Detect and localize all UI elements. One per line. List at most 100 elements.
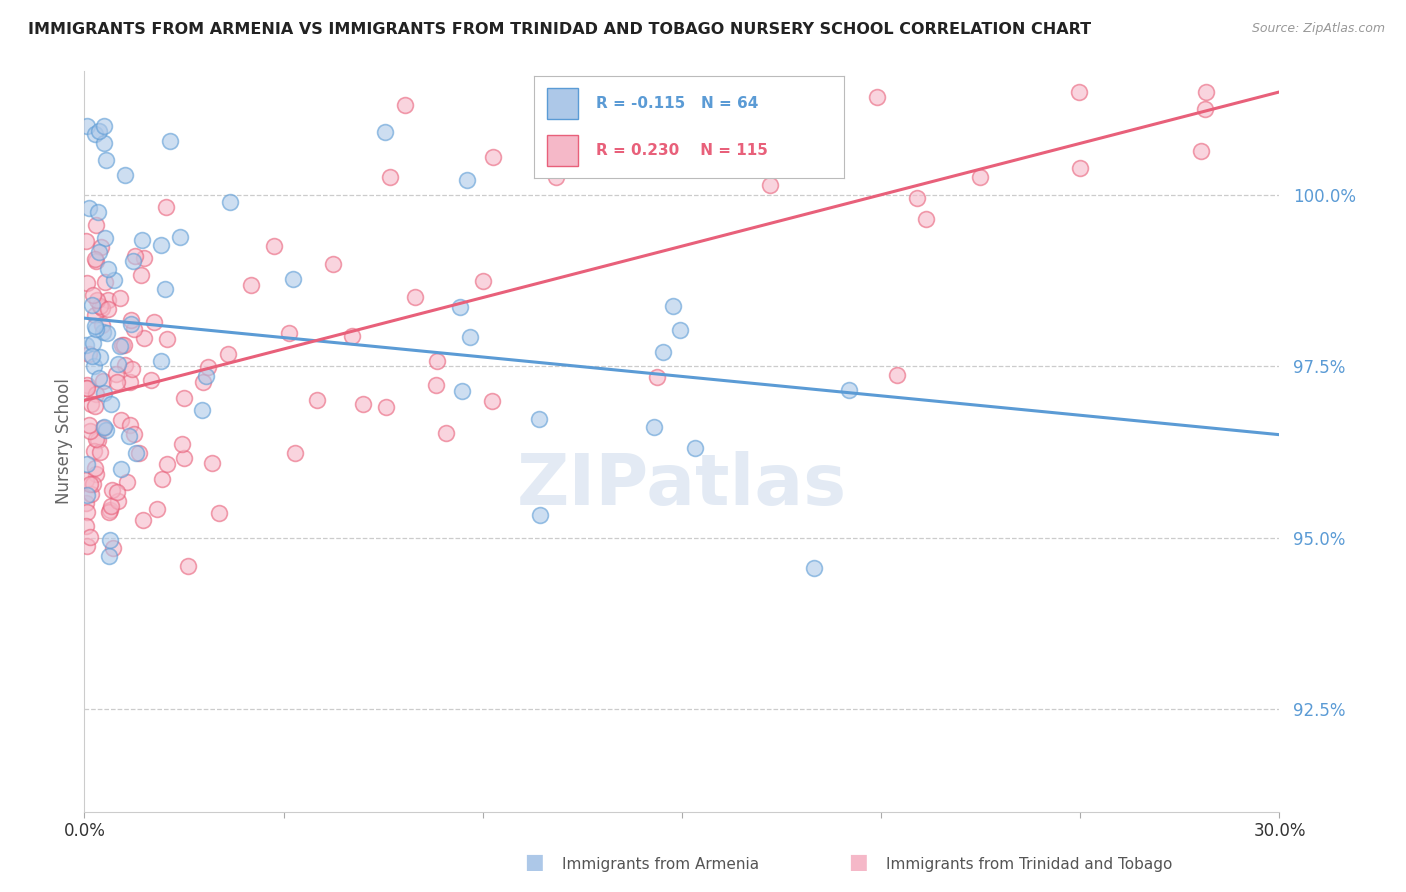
- Point: [124, 248, 146, 262]
- Point: [118, 375, 141, 389]
- Point: [97, 262, 120, 277]
- Point: [263, 238, 285, 252]
- Point: [75, 337, 97, 351]
- Point: [380, 169, 402, 184]
- Point: [101, 541, 124, 556]
- Point: [134, 251, 156, 265]
- Point: [434, 426, 457, 441]
- Point: [87, 434, 110, 448]
- Point: [529, 508, 551, 522]
- Point: [905, 191, 928, 205]
- Point: [76, 378, 98, 392]
- Point: [84, 432, 107, 446]
- Point: [112, 338, 135, 352]
- Point: [98, 533, 121, 547]
- Point: [394, 98, 416, 112]
- Point: [132, 513, 155, 527]
- Text: IMMIGRANTS FROM ARMENIA VS IMMIGRANTS FROM TRINIDAD AND TOBAGO NURSERY SCHOOL CO: IMMIGRANTS FROM ARMENIA VS IMMIGRANTS FR…: [28, 22, 1091, 37]
- Point: [607, 152, 630, 166]
- Point: [107, 493, 129, 508]
- Point: [77, 417, 100, 432]
- Point: [481, 394, 503, 409]
- Point: [76, 505, 98, 519]
- Point: [110, 462, 132, 476]
- Point: [803, 561, 825, 575]
- Point: [79, 425, 101, 439]
- Point: [191, 375, 214, 389]
- Point: [661, 299, 683, 313]
- Point: [121, 254, 143, 268]
- Point: [169, 229, 191, 244]
- Point: [76, 277, 98, 291]
- Point: [208, 506, 231, 520]
- Point: [458, 329, 481, 343]
- Point: [685, 442, 707, 456]
- Point: [131, 233, 153, 247]
- Point: [669, 323, 692, 337]
- Point: [110, 412, 132, 426]
- Point: [97, 505, 120, 519]
- Point: [527, 412, 550, 426]
- Point: [91, 301, 114, 315]
- Point: [139, 373, 162, 387]
- Point: [93, 119, 115, 133]
- Point: [94, 275, 117, 289]
- Point: [90, 240, 112, 254]
- Point: [80, 298, 103, 312]
- Point: [866, 90, 889, 104]
- Point: [97, 293, 120, 307]
- Point: [84, 387, 107, 401]
- Point: [352, 397, 374, 411]
- Point: [84, 467, 107, 481]
- Point: [80, 349, 103, 363]
- Point: [156, 457, 179, 471]
- Point: [80, 487, 103, 501]
- Point: [426, 354, 449, 368]
- Point: [105, 368, 128, 382]
- Point: [93, 419, 115, 434]
- Point: [84, 461, 107, 475]
- Point: [75, 234, 97, 248]
- Point: [969, 170, 991, 185]
- Point: [114, 168, 136, 182]
- Point: [284, 446, 307, 460]
- Point: [120, 312, 142, 326]
- Point: [79, 477, 101, 491]
- Point: [105, 375, 128, 389]
- Point: [219, 195, 242, 210]
- Point: [643, 420, 665, 434]
- Point: [89, 299, 111, 313]
- Point: [217, 347, 239, 361]
- Point: [240, 278, 263, 293]
- Point: [425, 377, 447, 392]
- Point: [652, 345, 675, 359]
- Point: [77, 201, 100, 215]
- Point: [84, 399, 107, 413]
- Point: [340, 328, 363, 343]
- Point: [82, 335, 104, 350]
- Point: [1194, 103, 1216, 117]
- Text: Immigrants from Armenia: Immigrants from Armenia: [562, 857, 759, 872]
- Point: [107, 357, 129, 371]
- Text: ZIPatlas: ZIPatlas: [517, 451, 846, 520]
- Point: [200, 456, 222, 470]
- Point: [100, 503, 122, 517]
- Point: [149, 353, 172, 368]
- Point: [76, 381, 98, 395]
- Point: [84, 218, 107, 232]
- Point: [96, 326, 118, 340]
- Point: [191, 402, 214, 417]
- Point: [374, 400, 396, 414]
- Point: [83, 444, 105, 458]
- Point: [1067, 85, 1090, 99]
- Point: [83, 359, 105, 374]
- Point: [173, 451, 195, 466]
- Point: [546, 170, 568, 185]
- Point: [759, 178, 782, 192]
- Point: [322, 257, 344, 271]
- Point: [79, 530, 101, 544]
- Point: [97, 302, 120, 317]
- Y-axis label: Nursery School: Nursery School: [55, 378, 73, 505]
- Point: [838, 384, 860, 398]
- Point: [456, 172, 478, 186]
